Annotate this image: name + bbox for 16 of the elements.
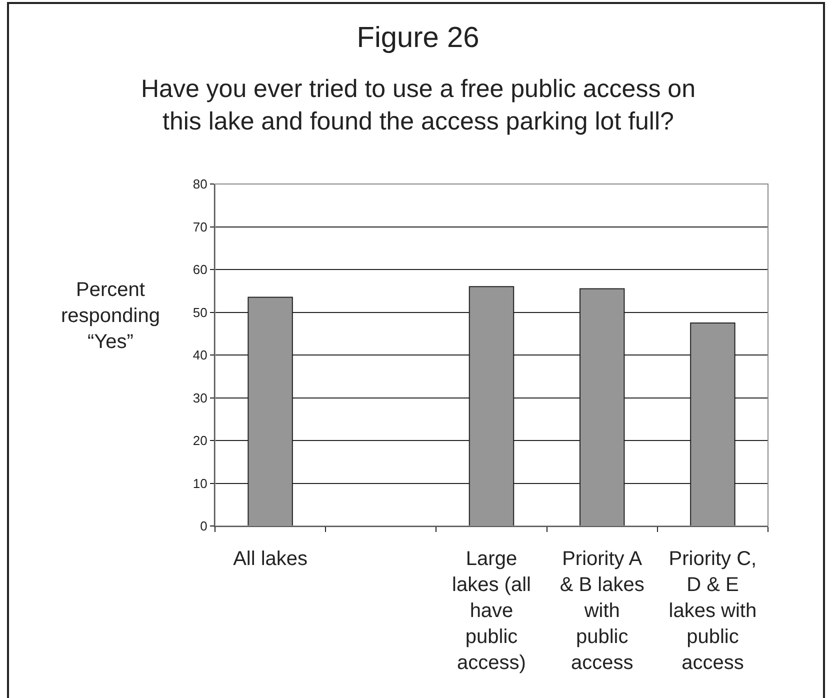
- x-tick-label: Priority A & B lakes with public access: [560, 548, 644, 674]
- y-axis-title: Percent responding “Yes”: [61, 279, 160, 353]
- y-tick-label: 10: [192, 476, 208, 491]
- y-tick-label: 40: [192, 348, 208, 363]
- x-tick-label: Priority C, D & E lakes with public access: [668, 548, 757, 674]
- y-tick-label: 80: [192, 176, 208, 192]
- y-tick-label: 20: [192, 433, 208, 448]
- y-tick-label: 50: [192, 304, 208, 320]
- x-tick-label: Large lakes (all have public access): [452, 548, 531, 674]
- chart-title: Figure 26: [356, 22, 480, 54]
- y-tick-label: 30: [192, 390, 208, 406]
- y-tick-label: 0: [200, 518, 208, 534]
- x-tick-label: All lakes: [233, 548, 308, 570]
- chart-subtitle: Have you ever tried to use a free public access on this lake and found the access parking lot full?: [141, 75, 696, 136]
- y-tick-label: 70: [192, 219, 208, 234]
- y-tick-label: 60: [192, 262, 208, 278]
